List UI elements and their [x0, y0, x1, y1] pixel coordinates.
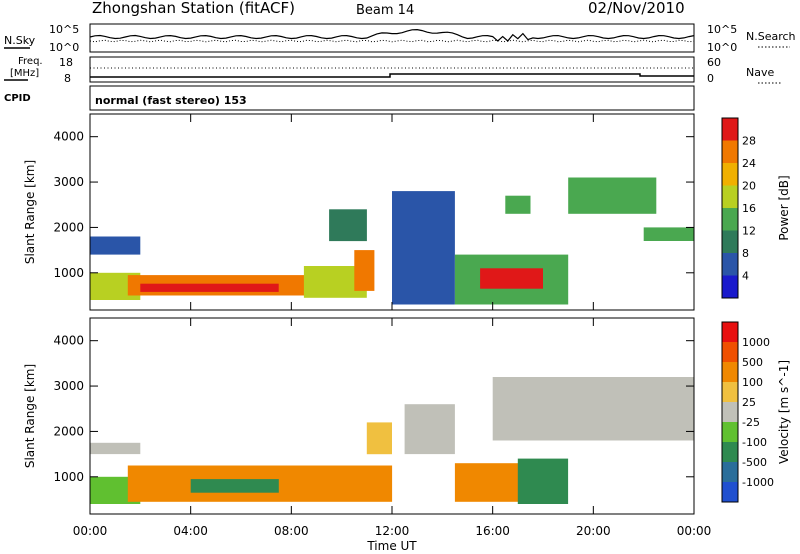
- colorbar-swatch: [722, 253, 738, 276]
- colorbar-swatch: [722, 118, 738, 141]
- y-tick-label: 4000: [53, 334, 84, 348]
- freq-label-line2: [MHz]: [10, 68, 39, 79]
- freq-tick-bottom: 8: [64, 72, 71, 85]
- x-tick-label: 00:00: [73, 524, 108, 538]
- freq-tick-top: 18: [59, 56, 73, 69]
- noise-right-label: N.Search: [746, 30, 796, 43]
- nave-tick-bottom: 0: [707, 72, 714, 85]
- colorbar-tick-label: 500: [742, 356, 763, 369]
- colorbar-tick-label: 1000: [742, 336, 770, 349]
- cpid-text: normal (fast stereo) 153: [95, 94, 247, 107]
- colorbar-swatch: [722, 422, 738, 442]
- colorbar-swatch: [722, 163, 738, 186]
- data-region: [140, 283, 279, 292]
- nave-tick-top: 60: [707, 56, 721, 69]
- colorbar-tick-label: 25: [742, 396, 756, 409]
- colorbar-frame: [721, 117, 739, 299]
- data-region: [90, 442, 141, 455]
- colorbar-tick-label: -500: [742, 456, 767, 469]
- noise-right-tick-bottom: 10^0: [707, 41, 737, 54]
- colorbar-swatch: [722, 482, 738, 502]
- colorbar-swatch: [722, 275, 738, 298]
- colorbar-swatch: [722, 462, 738, 482]
- colorbar-tick-label: 24: [742, 157, 756, 170]
- y-tick-label: 1000: [53, 266, 84, 280]
- noise-right-tick-top: 10^5: [707, 23, 737, 36]
- colorbar-tick-label: 8: [742, 247, 749, 260]
- x-tick-label: 08:00: [274, 524, 309, 538]
- colorbar-tick-label: 28: [742, 135, 756, 148]
- data-region: [505, 195, 531, 214]
- x-axis: 00:00 04:00 08:00 12:00 16:00 20:00 00:00: [73, 114, 712, 538]
- data-region: [366, 422, 392, 455]
- data-region: [329, 209, 367, 242]
- colorbar-swatch: [722, 402, 738, 422]
- colorbar-swatch: [722, 208, 738, 231]
- noise-left-tick-top: 10^5: [49, 23, 79, 36]
- data-region: [392, 191, 455, 305]
- y-tick-label: 1000: [53, 470, 84, 484]
- freq-panel: Freq. [MHz] 18 8 60 0 Nave: [4, 56, 782, 85]
- colorbar-frame: [721, 321, 739, 503]
- colorbar-tick-label: 16: [742, 202, 756, 215]
- x-tick-label: 12:00: [375, 524, 410, 538]
- colorbar-swatch: [722, 442, 738, 462]
- colorbar-tick-label: 4: [742, 270, 749, 283]
- colorbar-label: Power [dB]: [777, 175, 791, 240]
- colorbar-tick-label: -1000: [742, 476, 774, 489]
- power-panel: 1000 2000 3000 4000 Slant Range [km] 28 24 20…: [23, 113, 791, 311]
- colorbar-swatch: [722, 362, 738, 382]
- x-tick-label: 00:00: [677, 524, 712, 538]
- colorbar-swatch: [722, 382, 738, 402]
- colorbar-swatch: [722, 140, 738, 163]
- noise-left-tick-bottom: 10^0: [49, 41, 79, 54]
- y-tick-label: 4000: [53, 130, 84, 144]
- colorbar-swatch: [722, 230, 738, 253]
- date-label: 02/Nov/2010: [588, 0, 685, 17]
- colorbar-tick-label: -25: [742, 416, 760, 429]
- cpid-label: CPID: [4, 93, 31, 104]
- noise-panel: N.Sky 10^5 10^0 10^5 10^0 N.Search: [4, 23, 796, 54]
- colorbar-swatch: [722, 342, 738, 362]
- station-title: Zhongshan Station (fitACF): [92, 0, 295, 17]
- colorbar-tick-label: 100: [742, 376, 763, 389]
- colorbar-tick-label: 20: [742, 180, 756, 193]
- data-region: [480, 268, 543, 289]
- noise-left-label: N.Sky: [4, 34, 36, 47]
- data-region: [404, 404, 455, 455]
- colorbar-tick-label: 12: [742, 225, 756, 238]
- y-tick-label: 2000: [53, 220, 84, 234]
- beam-label: Beam 14: [356, 3, 414, 18]
- data-region: [190, 479, 279, 493]
- x-tick-label: 16:00: [475, 524, 510, 538]
- power-ylabel: Slant Range [km]: [23, 160, 37, 264]
- colorbar-label: Velocity [m s^-1]: [777, 360, 791, 464]
- freq-label-line1: Freq.: [18, 56, 43, 67]
- cpid-panel: CPID normal (fast stereo) 153: [4, 85, 695, 111]
- colorbar-swatch: [722, 185, 738, 208]
- data-region: [568, 177, 657, 214]
- data-region: [492, 377, 694, 441]
- colorbar-swatch: [722, 322, 738, 342]
- data-region: [354, 250, 375, 291]
- data-region: [643, 227, 694, 241]
- data-region: [90, 236, 141, 255]
- colorbar-tick-label: -100: [742, 436, 767, 449]
- y-tick-label: 3000: [53, 379, 84, 393]
- x-tick-label: 04:00: [173, 524, 208, 538]
- x-axis-label: Time UT: [366, 539, 417, 553]
- x-tick-label: 20:00: [576, 524, 611, 538]
- y-tick-label: 2000: [53, 424, 84, 438]
- velocity-panel: 1000 2000 3000 4000 Slant Range [km] 1000 50…: [23, 317, 791, 515]
- velocity-ylabel: Slant Range [km]: [23, 364, 37, 468]
- freq-line: [90, 73, 694, 78]
- data-region: [517, 458, 569, 504]
- y-tick-label: 3000: [53, 175, 84, 189]
- noise-sky-line: [89, 28, 695, 42]
- noise-search-line: [89, 39, 695, 43]
- nave-label: Nave: [746, 66, 774, 79]
